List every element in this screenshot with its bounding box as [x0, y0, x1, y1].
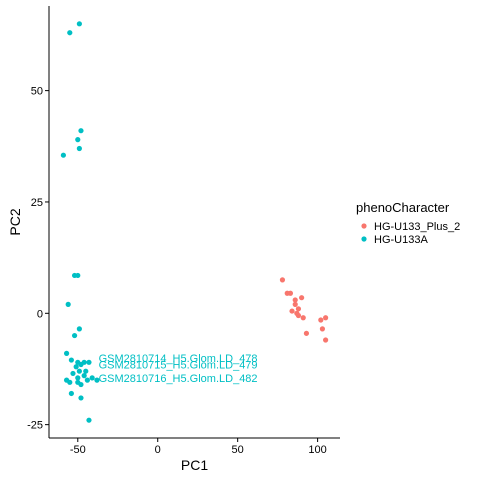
data-point	[303, 330, 310, 336]
data-point	[76, 21, 82, 27]
data-point	[84, 377, 90, 383]
data-point	[71, 332, 78, 339]
legend-entries: HG-U133_Plus_2HG-U133A	[361, 221, 460, 246]
data-point	[289, 308, 295, 314]
data-point	[81, 359, 87, 365]
data-point	[67, 379, 73, 385]
data-point	[78, 395, 84, 401]
x-axis-ticks: -50 0 50 100	[70, 438, 327, 456]
legend-key	[361, 236, 367, 242]
y-axis-ticks: -25 0 25 50	[27, 86, 49, 432]
data-point	[65, 301, 71, 307]
y-tick-label: 25	[31, 197, 43, 209]
data-point	[287, 290, 294, 296]
data-point	[318, 317, 324, 323]
data-point	[319, 326, 326, 332]
data-point	[292, 297, 298, 303]
legend-label: HG-U133A	[374, 234, 428, 246]
data-point	[78, 128, 84, 134]
data-point	[63, 350, 70, 356]
data-point	[68, 390, 74, 397]
data-point	[86, 417, 92, 423]
legend-title: phenoCharacter	[356, 200, 450, 215]
data-point	[295, 306, 302, 312]
data-point	[279, 277, 286, 283]
point-annotation: GSM2810716_H5.Glom.LD_482	[99, 373, 258, 385]
x-tick-label: 0	[155, 444, 161, 456]
data-point	[75, 137, 81, 143]
data-point	[94, 377, 100, 383]
data-point	[73, 364, 79, 370]
y-tick-label: -25	[27, 420, 43, 432]
data-point	[76, 145, 82, 152]
x-tick-label: 50	[232, 444, 244, 456]
data-point	[323, 315, 329, 321]
x-axis-title: PC1	[181, 457, 208, 473]
data-point	[89, 375, 95, 381]
legend-label: HG-U133_Plus_2	[374, 221, 460, 233]
data-point	[83, 368, 89, 374]
point-annotation: GSM2810714_H5.Glom.LD_478	[99, 353, 258, 365]
data-point	[67, 30, 73, 36]
data-point	[300, 315, 306, 321]
y-axis-title: PC2	[7, 208, 23, 235]
data-point	[70, 370, 76, 377]
x-tick-label: -50	[70, 444, 86, 456]
legend: phenoCharacter HG-U133_Plus_2HG-U133A	[356, 200, 460, 246]
data-point	[75, 272, 81, 279]
data-point	[86, 359, 92, 365]
data-point	[75, 375, 81, 381]
data-point	[292, 301, 298, 307]
data-point	[81, 373, 87, 379]
points-layer	[60, 21, 329, 423]
data-point	[299, 295, 305, 301]
annotations-layer: GSM2810714_H5.Glom.LD_478GSM2810715_H5.G…	[99, 353, 258, 385]
legend-key	[361, 223, 367, 229]
data-point	[78, 381, 84, 388]
data-point	[76, 326, 82, 332]
data-point	[323, 337, 329, 343]
data-point	[295, 312, 302, 319]
y-tick-label: 50	[31, 86, 43, 98]
point-annotation: GSM2810715_H5.Glom.LD_479	[99, 360, 258, 372]
data-point	[76, 368, 82, 374]
data-point	[68, 357, 74, 363]
y-tick-label: 0	[37, 308, 43, 320]
x-tick-label: 100	[308, 444, 326, 456]
data-point	[60, 152, 66, 158]
